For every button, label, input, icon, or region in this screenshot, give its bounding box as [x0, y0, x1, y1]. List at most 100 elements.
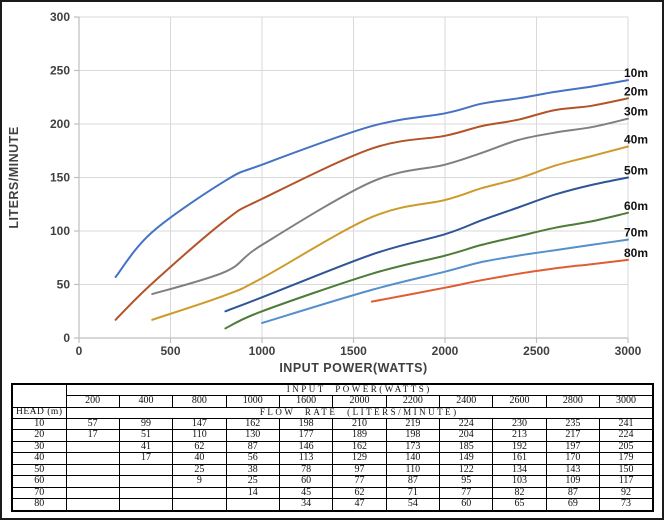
- flow-value-cell: 140: [385, 452, 441, 465]
- flow-value-cell: 92: [599, 486, 654, 499]
- flow-value-cell: 130: [225, 429, 280, 442]
- flow-value-cell: [65, 498, 120, 511]
- y-tick-label: 250: [50, 64, 70, 78]
- series-label-70m: 70m: [624, 226, 648, 240]
- head-value-cell: 40: [11, 452, 67, 465]
- flow-value-cell: [118, 475, 174, 488]
- flow-value-cell: 198: [385, 429, 441, 442]
- flow-rate-table: INPUT POWER(WATTS) 200 400 800 1000 1600 2000 2…: [11, 383, 654, 512]
- flow-value-cell: 41: [118, 440, 174, 453]
- table-row: 50 25 38 78 97 110 122 134 143 150: [11, 463, 654, 476]
- flow-value-cell: [118, 463, 174, 476]
- flow-value-cell: 69: [545, 498, 601, 511]
- power-column-header: 2000: [332, 395, 387, 408]
- flow-value-cell: 150: [599, 463, 654, 476]
- x-tick-label: 1000: [249, 344, 276, 358]
- flow-value-cell: 99: [118, 417, 174, 430]
- head-value-cell: 70: [11, 486, 67, 499]
- flow-value-cell: 38: [225, 463, 280, 476]
- head-value-cell: 80: [11, 498, 67, 511]
- curve-40m: [151, 145, 629, 321]
- flow-value-cell: [172, 498, 227, 511]
- head-value-cell: 60: [11, 475, 67, 488]
- pump-performance-chart: 0 500 1000 1500 2000 2500 3000 0 50 100 150 200 250 3…: [7, 10, 648, 375]
- flow-value-cell: 82: [492, 486, 547, 499]
- y-tick-label: 0: [63, 331, 70, 345]
- table-row: 10 57 99 147 162 198 210 219 224 230 235 241: [11, 417, 654, 430]
- flow-value-cell: 60: [278, 475, 334, 488]
- flow-value-cell: 65: [492, 498, 547, 511]
- flow-value-cell: 87: [225, 440, 280, 453]
- table-panel: INPUT POWER(WATTS) 200 400 800 1000 1600 2000 2…: [11, 383, 654, 512]
- curve-80m: [370, 258, 629, 303]
- flow-value-cell: 9: [172, 475, 227, 488]
- flow-header-cell: FLOW RATE (LITERS/MINUTE): [65, 406, 654, 419]
- flow-value-cell: 134: [492, 463, 547, 476]
- flow-value-cell: [172, 486, 227, 499]
- x-tick-label: 1500: [340, 344, 367, 358]
- flow-value-cell: 73: [599, 498, 654, 511]
- flow-value-cell: 62: [172, 440, 227, 453]
- series-label-30m: 30m: [624, 105, 648, 119]
- series-curves: [114, 79, 629, 330]
- series-labels: 10m 20m 30m 40m 50m 60m 70m 80m: [624, 66, 648, 260]
- flow-value-cell: 57: [65, 417, 120, 430]
- flow-value-cell: 17: [65, 429, 120, 442]
- gridlines: [78, 16, 629, 339]
- table-row: 80 34 47 54 60 65 69 73: [11, 498, 654, 511]
- table-row: 60 9 25 60 77 87 95 103 109 117: [11, 475, 654, 488]
- flow-value-cell: 110: [385, 463, 441, 476]
- flow-value-cell: 77: [332, 475, 387, 488]
- flow-value-cell: 205: [599, 440, 654, 453]
- flow-value-cell: 45: [278, 486, 334, 499]
- axes: [74, 16, 629, 343]
- flow-value-cell: 185: [439, 440, 494, 453]
- flow-value-cell: 204: [439, 429, 494, 442]
- flow-value-cell: 210: [332, 417, 387, 430]
- tick-labels: 0 500 1000 1500 2000 2500 3000 0 50 100 150 200 250 3…: [50, 10, 642, 358]
- curve-50m: [224, 176, 629, 313]
- y-tick-label: 150: [50, 171, 70, 185]
- x-tick-label: 0: [76, 344, 83, 358]
- flow-value-cell: 235: [545, 417, 601, 430]
- table-header-row-watts: 200 400 800 1000 1600 2000 2200 2400 2600 2800 300…: [12, 395, 654, 408]
- power-column-header: 2800: [545, 395, 601, 408]
- flow-value-cell: 113: [278, 452, 334, 465]
- flow-value-cell: 77: [439, 486, 494, 499]
- flow-value-cell: 34: [278, 498, 334, 511]
- flow-value-cell: 219: [385, 417, 441, 430]
- flow-value-cell: 87: [545, 486, 601, 499]
- curve-10m: [114, 79, 629, 278]
- flow-value-cell: 56: [225, 452, 280, 465]
- flow-value-cell: 62: [332, 486, 387, 499]
- power-header-cell: INPUT POWER(WATTS): [65, 383, 654, 396]
- flow-value-cell: 71: [385, 486, 441, 499]
- flow-value-cell: 230: [492, 417, 547, 430]
- flow-value-cell: 109: [545, 475, 601, 488]
- curve-20m: [114, 97, 629, 321]
- flow-value-cell: 103: [492, 475, 547, 488]
- y-tick-label: 50: [57, 278, 71, 292]
- power-column-header: 1000: [225, 395, 280, 408]
- series-label-40m: 40m: [624, 132, 648, 146]
- x-axis-title: INPUT POWER(WATTS): [279, 361, 427, 375]
- flow-value-cell: 192: [492, 440, 547, 453]
- power-column-header: 2600: [492, 395, 547, 408]
- series-label-80m: 80m: [624, 246, 648, 260]
- flow-value-cell: [65, 440, 120, 453]
- head-value-cell: 10: [11, 417, 67, 430]
- flow-value-cell: 25: [225, 475, 280, 488]
- flow-value-cell: 162: [225, 417, 280, 430]
- flow-value-cell: 149: [439, 452, 494, 465]
- table-row: 40 17 40 56 113 129 140 149 161 170 179: [11, 452, 654, 465]
- power-column-header: 400: [118, 395, 174, 408]
- chart-panel: 0 500 1000 1500 2000 2500 3000 0 50 100 150 200 250 3…: [2, 2, 662, 380]
- power-column-header: 3000: [599, 395, 654, 408]
- flow-value-cell: [65, 475, 120, 488]
- table-row: 20 17 51 110 130 177 189 198 204 213 217 224: [11, 429, 654, 442]
- flow-value-cell: 146: [278, 440, 334, 453]
- flow-value-cell: 197: [545, 440, 601, 453]
- table-corner-cell: [11, 383, 67, 408]
- flow-value-cell: 143: [545, 463, 601, 476]
